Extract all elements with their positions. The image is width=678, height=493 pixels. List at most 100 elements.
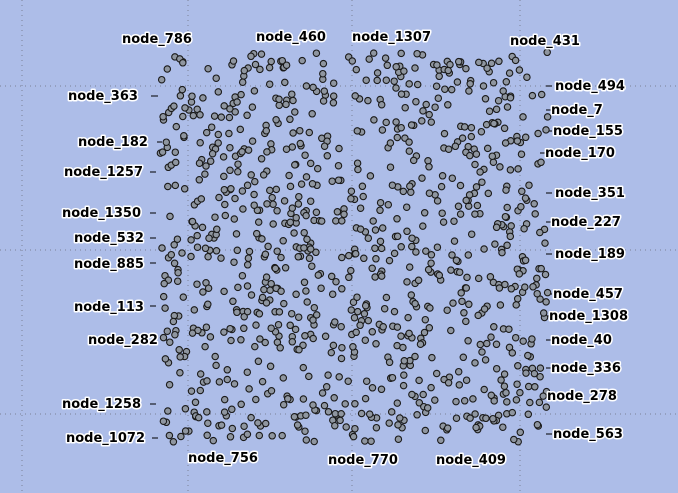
- graph-node: [344, 377, 352, 385]
- graph-node: [476, 168, 484, 176]
- graph-node: [300, 244, 308, 252]
- graph-node: [507, 285, 516, 293]
- graph-node: [324, 408, 333, 416]
- graph-node: [378, 224, 387, 232]
- graph-node: [250, 87, 259, 95]
- graph-node: [319, 69, 327, 78]
- graph-node: [282, 61, 291, 69]
- graph-node: [471, 160, 479, 169]
- graph-node: [308, 110, 316, 118]
- graph-node: [282, 145, 291, 153]
- graph-node: [411, 352, 419, 361]
- label-right-8: node_1308: [549, 309, 628, 324]
- graph-node: [503, 103, 512, 111]
- graph-node: [256, 65, 264, 74]
- graph-node: [179, 293, 188, 301]
- graph-node: [392, 84, 400, 92]
- graph-node: [223, 366, 232, 374]
- graph-node: [524, 351, 532, 360]
- graph-node: [226, 324, 234, 333]
- graph-node: [397, 123, 405, 132]
- graph-node: [412, 97, 420, 106]
- graph-node: [161, 304, 169, 312]
- graph-node: [244, 146, 253, 154]
- graph-node: [405, 263, 414, 271]
- graph-node: [202, 323, 211, 331]
- graph-node: [362, 377, 371, 385]
- graph-node: [437, 436, 445, 445]
- graph-node: [400, 67, 408, 75]
- graph-node: [478, 348, 486, 356]
- graph-node: [517, 202, 525, 211]
- graph-node: [492, 223, 501, 232]
- graph-node: [202, 128, 211, 137]
- graph-node: [407, 291, 416, 299]
- label-right-4: node_351: [555, 186, 625, 201]
- graph-node: [232, 230, 241, 238]
- graph-node: [166, 212, 174, 221]
- graph-node: [317, 217, 326, 225]
- graph-node: [351, 424, 359, 433]
- graph-node: [243, 282, 252, 290]
- graph-node: [173, 235, 182, 243]
- graph-node: [382, 293, 391, 302]
- graph-node: [404, 313, 412, 322]
- graph-node: [225, 129, 233, 138]
- graph-node: [217, 113, 226, 121]
- graph-node: [369, 49, 378, 57]
- graph-node: [501, 139, 510, 147]
- graph-node: [177, 432, 185, 441]
- graph-node: [255, 310, 264, 318]
- graph-node: [397, 90, 406, 98]
- graph-node: [360, 310, 369, 318]
- graph-node: [499, 423, 507, 431]
- graph-node: [353, 159, 362, 167]
- graph-node: [394, 421, 402, 429]
- graph-node: [321, 332, 330, 341]
- graph-node: [196, 111, 204, 119]
- graph-node: [377, 244, 386, 253]
- graph-node: [419, 222, 427, 230]
- graph-node: [361, 394, 370, 403]
- graph-node: [384, 200, 393, 209]
- graph-node: [212, 361, 220, 370]
- graph-node: [280, 299, 288, 308]
- node-labels: node_786 node_460 node_1307 node_431 nod…: [61, 29, 630, 470]
- graph-node: [462, 64, 470, 73]
- graph-node: [285, 171, 293, 180]
- graph-node: [490, 397, 498, 405]
- graph-node: [338, 217, 346, 225]
- graph-node: [508, 408, 517, 417]
- graph-node: [240, 422, 248, 430]
- graph-node: [288, 338, 297, 346]
- graph-node: [260, 285, 268, 294]
- graph-node: [237, 400, 245, 409]
- graph-node: [309, 401, 317, 409]
- graph-node: [393, 323, 402, 331]
- graph-node: [447, 85, 456, 94]
- graph-node: [407, 121, 416, 129]
- graph-node: [230, 380, 239, 388]
- graph-node: [472, 183, 481, 191]
- graph-node: [243, 368, 252, 376]
- graph-node: [376, 198, 385, 207]
- graph-node: [483, 64, 491, 72]
- graph-node: [328, 177, 336, 185]
- graph-node: [365, 55, 373, 63]
- graph-node: [194, 413, 203, 422]
- graph-node: [201, 244, 210, 253]
- graph-node: [198, 223, 207, 232]
- graph-node: [428, 353, 436, 362]
- graph-node: [229, 297, 237, 306]
- graph-node: [448, 174, 457, 182]
- graph-node: [178, 85, 187, 94]
- label-left-6: node_113: [74, 300, 144, 315]
- graph-node: [244, 254, 253, 262]
- graph-node: [328, 290, 337, 298]
- graph-node: [385, 256, 394, 265]
- graph-node: [206, 157, 215, 165]
- graph-node: [247, 171, 255, 179]
- graph-node: [432, 369, 441, 378]
- graph-node: [231, 108, 239, 116]
- graph-node: [286, 218, 295, 227]
